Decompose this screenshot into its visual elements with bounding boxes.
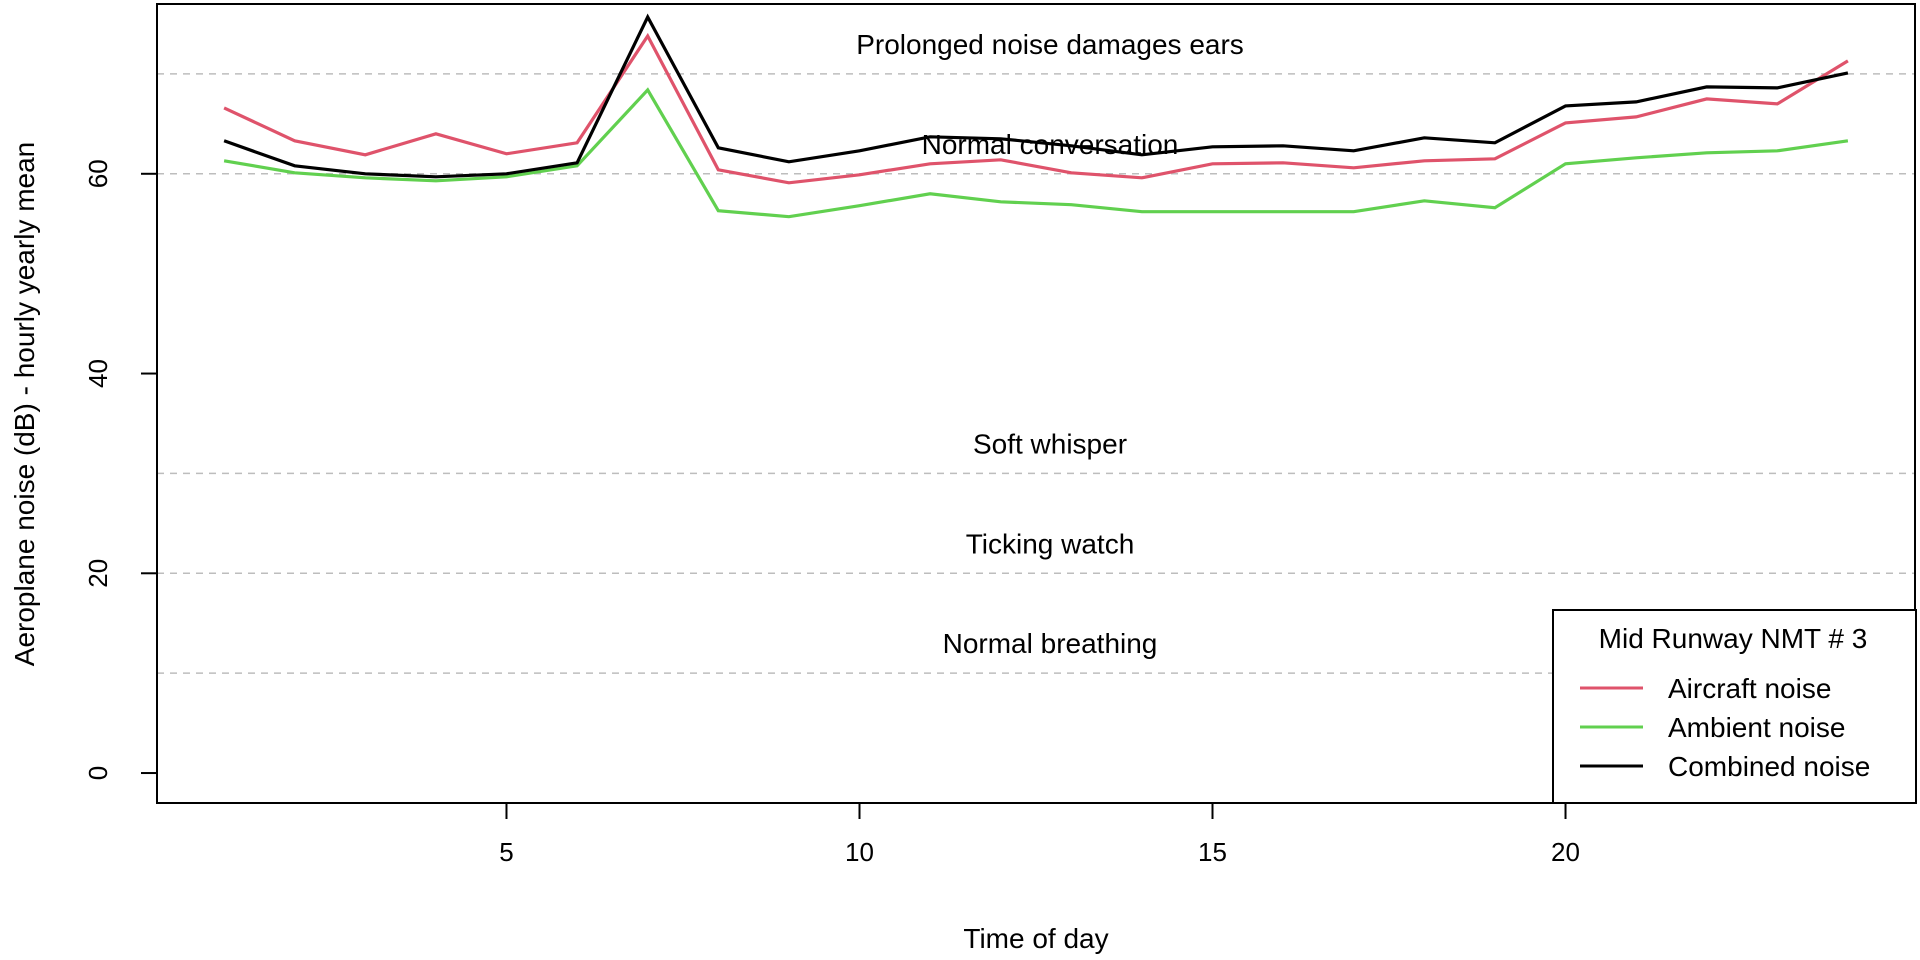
x-axis-title: Time of day <box>963 923 1108 954</box>
legend-title: Mid Runway NMT # 3 <box>1599 623 1868 654</box>
series-line-combined-noise <box>223 13 1849 179</box>
y-tick-label: 0 <box>83 766 113 780</box>
series-line-aircraft-noise <box>223 32 1849 185</box>
ref-label-normal-breathing: Normal breathing <box>943 628 1158 659</box>
x-tick-label: 15 <box>1198 837 1227 867</box>
x-tick-label: 20 <box>1551 837 1580 867</box>
reference-lines <box>157 73 1915 674</box>
x-tick-label: 10 <box>845 837 874 867</box>
y-tick-label: 20 <box>83 559 113 588</box>
ref-label-ticking-watch: Ticking watch <box>966 528 1135 559</box>
y-tick-label: 40 <box>83 359 113 388</box>
legend-label-ambient: Ambient noise <box>1668 712 1845 743</box>
y-tick-label: 60 <box>83 159 113 188</box>
legend: Mid Runway NMT # 3 Aircraft noise Ambien… <box>1552 609 1917 804</box>
series-lines <box>223 13 1849 219</box>
x-tick-label: 5 <box>499 837 513 867</box>
legend-box <box>1552 609 1917 804</box>
axes: 5 10 15 20 0 20 40 60 <box>83 159 1580 867</box>
legend-label-combined: Combined noise <box>1668 751 1870 782</box>
series-line-ambient-noise <box>223 87 1849 219</box>
ref-label-prolonged-noise-damages-ears: Prolonged noise damages ears <box>856 29 1244 60</box>
legend-label-aircraft: Aircraft noise <box>1668 673 1831 704</box>
y-axis-title: Aeroplane noise (dB) - hourly yearly mea… <box>9 142 40 666</box>
plot-frame <box>156 3 1916 804</box>
ref-label-soft-whisper: Soft whisper <box>973 428 1127 459</box>
